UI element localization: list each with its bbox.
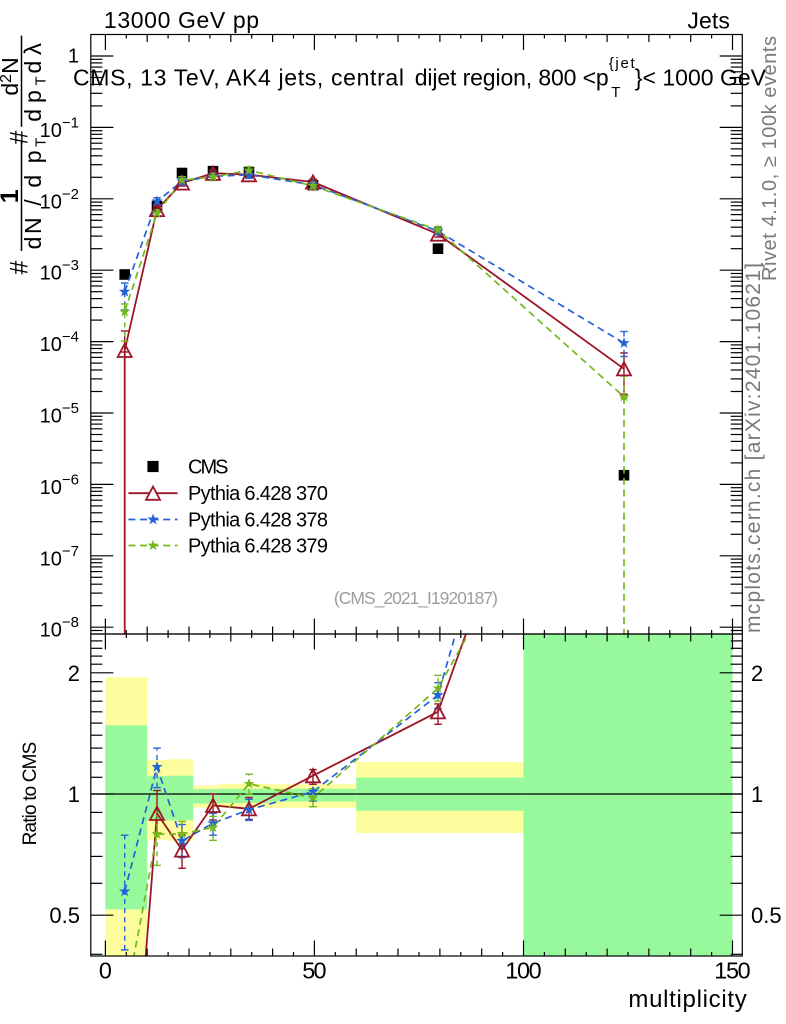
svg-text:CMS: CMS	[188, 457, 229, 479]
svg-text:Pythia 6.428 379: Pythia 6.428 379	[188, 536, 328, 558]
svg-text:1: 1	[0, 189, 24, 203]
svg-text:CMS, 13 TeV, AK4 jets, central: CMS, 13 TeV, AK4 jets, central	[73, 65, 404, 91]
svg-text:d: d	[20, 109, 46, 122]
svg-text:1: 1	[68, 46, 79, 68]
svg-text:2: 2	[751, 661, 763, 686]
svg-text:T: T	[611, 84, 620, 101]
svg-text:multiplicity: multiplicity	[628, 986, 746, 1013]
svg-text:Pythia 6.428 378: Pythia 6.428 378	[188, 510, 328, 532]
svg-text:Rivet 4.1.0, ≥ 100k events: Rivet 4.1.0, ≥ 100k events	[759, 36, 781, 281]
svg-text:13000 GeV pp: 13000 GeV pp	[104, 7, 259, 33]
svg-text:0.5: 0.5	[49, 903, 80, 928]
svg-text:1: 1	[68, 782, 80, 807]
svg-text:(CMS_2021_I1920187): (CMS_2021_I1920187)	[334, 588, 498, 609]
svg-text:Ratio to CMS: Ratio to CMS	[20, 742, 41, 846]
svg-text:dijet region, 800 <p: dijet region, 800 <p	[415, 65, 609, 91]
svg-text:#: #	[6, 131, 34, 145]
svg-text:p: p	[20, 90, 46, 103]
svg-text:1: 1	[751, 782, 763, 807]
svg-text:dN / d p: dN / d p	[20, 150, 46, 249]
svg-text:Jets: Jets	[687, 7, 730, 33]
svg-text:10−1: 10−1	[40, 114, 79, 142]
svg-text:150: 150	[714, 957, 750, 983]
svg-text:mcplots.cern.ch [arXiv:2401.10: mcplots.cern.ch [arXiv:2401.10621]	[742, 263, 765, 633]
svg-text:0: 0	[99, 957, 112, 983]
svg-text:d: d	[20, 61, 46, 74]
svg-text:50: 50	[302, 957, 326, 983]
svg-text:λ: λ	[20, 43, 47, 55]
svg-text:{jet: {jet	[609, 55, 636, 72]
svg-text:2: 2	[68, 661, 80, 686]
svg-text:T: T	[33, 76, 50, 85]
svg-text:0.5: 0.5	[751, 903, 782, 928]
svg-text:Pythia 6.428 370: Pythia 6.428 370	[188, 483, 328, 505]
svg-text:10−2: 10−2	[40, 186, 79, 214]
svg-text:#: #	[6, 261, 34, 275]
svg-text:}< 1000 GeV: }< 1000 GeV	[635, 65, 767, 91]
svg-text:100: 100	[505, 957, 541, 983]
svg-text:T: T	[33, 138, 50, 147]
svg-text:d2N: d2N	[0, 57, 23, 95]
